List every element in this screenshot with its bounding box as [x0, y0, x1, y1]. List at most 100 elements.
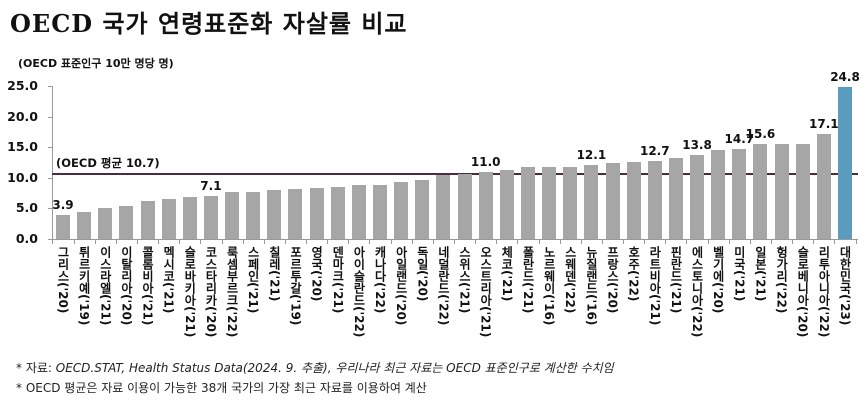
x-tick	[242, 240, 244, 244]
oecd-average-label: (OECD 평균 10.7)	[56, 155, 160, 170]
category-label: 폴란드('21)	[520, 246, 535, 314]
x-tick	[52, 240, 54, 244]
data-label: 12.1	[576, 147, 607, 162]
data-label: 13.8	[682, 137, 712, 152]
bar	[816, 134, 831, 239]
bar	[499, 170, 514, 239]
bar	[626, 161, 641, 239]
footnotes: * 자료: OECD.STAT, Health Status Data(2024…	[16, 358, 614, 398]
bar	[119, 205, 134, 239]
x-tick	[496, 240, 498, 244]
x-tick	[707, 240, 709, 244]
x-tick	[855, 240, 857, 244]
x-tick	[623, 240, 625, 244]
x-tick	[771, 240, 773, 244]
y-tick-label: 20.0	[7, 108, 38, 124]
x-tick	[580, 240, 582, 244]
category-label: 오스트리아('21)	[478, 246, 493, 338]
category-label: 스웨덴('22)	[563, 246, 578, 314]
y-tick-label: 10.0	[7, 169, 38, 185]
bar	[203, 195, 218, 239]
x-tick	[517, 240, 519, 244]
y-axis	[52, 86, 53, 240]
bar	[161, 198, 176, 239]
category-label: 슬로바키아('21)	[182, 246, 197, 338]
bar	[838, 87, 852, 239]
bar	[542, 167, 557, 239]
category-label: 뉴질랜드('16)	[584, 246, 599, 326]
x-tick	[728, 240, 730, 244]
x-tick	[200, 240, 202, 244]
category-label: 라트비아('21)	[647, 246, 662, 326]
bar	[288, 188, 303, 239]
data-label: 12.7	[639, 144, 670, 159]
data-label: 17.1	[809, 117, 839, 132]
bar	[457, 173, 472, 239]
bar	[584, 164, 599, 239]
x-tick	[284, 240, 286, 244]
x-tick	[369, 240, 371, 244]
x-axis	[52, 239, 858, 240]
category-label: 네덜란드('22)	[436, 246, 451, 326]
category-label: 미국('21)	[732, 246, 747, 302]
x-tick	[686, 240, 688, 244]
y-tick	[48, 239, 52, 240]
y-tick	[48, 86, 52, 87]
x-tick	[749, 240, 751, 244]
x-tick	[559, 240, 561, 244]
y-tick	[48, 116, 52, 118]
bar	[77, 212, 92, 239]
category-label: 핀란드('21)	[668, 246, 683, 314]
x-tick	[411, 240, 413, 244]
category-label: 슬로베니아('20)	[795, 246, 810, 338]
bar	[56, 215, 70, 239]
category-label: 헝가리('22)	[774, 246, 789, 314]
category-label: 프랑스('20)	[605, 246, 620, 314]
category-label: 이탈리아('20)	[119, 246, 134, 326]
category-label: 일본('21)	[753, 246, 768, 302]
category-label: 콜롬비아('21)	[140, 246, 155, 326]
x-tick	[813, 240, 815, 244]
bar	[373, 184, 388, 239]
category-label: 스위스('21)	[457, 246, 472, 314]
bar	[140, 201, 155, 239]
oecd-average-line	[52, 172, 858, 175]
x-tick	[601, 240, 603, 244]
category-label: 튀르키예('19)	[77, 246, 92, 326]
category-label: 캐나다('22)	[373, 246, 388, 314]
category-label: 이스라엘('21)	[98, 246, 113, 326]
x-tick	[73, 240, 75, 244]
category-label: 에스토니아('22)	[690, 246, 705, 338]
y-tick	[48, 208, 52, 210]
x-tick	[475, 240, 477, 244]
x-tick	[263, 240, 265, 244]
source-body: OECD.STAT, Health Status Data(2024. 9. 추…	[55, 361, 614, 375]
x-tick	[221, 240, 223, 244]
category-label: 그리스('20)	[56, 246, 70, 314]
y-tick-label: 25.0	[7, 78, 38, 93]
bar	[668, 158, 683, 239]
bar	[711, 150, 726, 239]
x-tick	[792, 240, 794, 244]
x-tick	[179, 240, 181, 244]
data-label: 7.1	[200, 178, 222, 193]
y-tick-label: 5.0	[15, 200, 38, 216]
category-label: 리투아니아('22)	[816, 246, 831, 338]
source-prefix: * 자료:	[16, 361, 56, 375]
bar	[415, 179, 430, 239]
category-label: 룩셈부르크('22)	[225, 246, 240, 338]
bar	[182, 196, 197, 239]
x-tick	[327, 240, 329, 244]
bar	[795, 143, 810, 239]
y-tick-label: 0.0	[15, 231, 38, 246]
x-tick	[158, 240, 160, 244]
data-label: 11.0	[470, 154, 501, 169]
bar	[351, 185, 366, 239]
y-tick	[48, 177, 52, 179]
bar	[605, 163, 620, 239]
y-axis-unit-label: (OECD 표준인구 10만 명당 명)	[18, 57, 174, 70]
x-tick	[665, 240, 667, 244]
bar	[309, 188, 324, 239]
data-label: 24.8	[830, 70, 860, 85]
category-label: 노르웨이('16)	[542, 246, 557, 326]
